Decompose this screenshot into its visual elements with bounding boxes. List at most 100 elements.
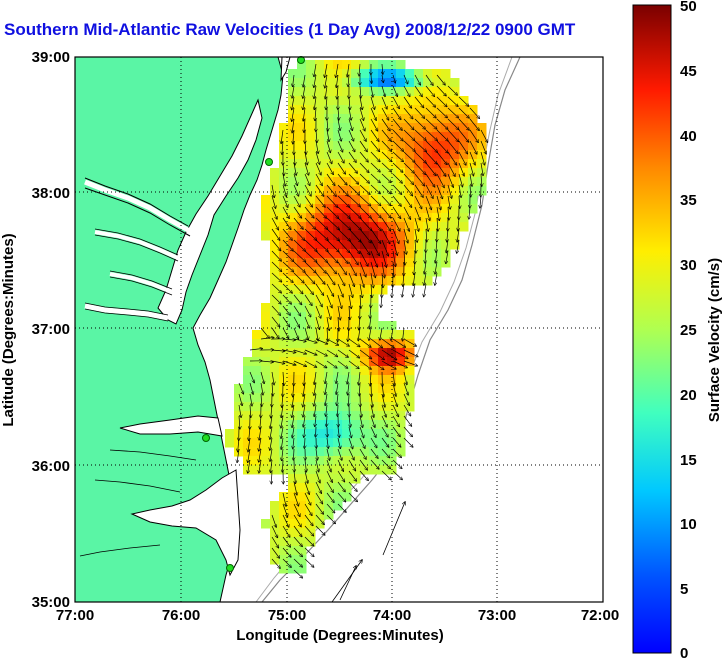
velocity-arrow	[425, 162, 436, 176]
velocity-cell	[279, 402, 289, 412]
velocity-cell	[450, 186, 460, 196]
velocity-cell	[297, 150, 307, 160]
velocity-cell	[315, 312, 325, 322]
velocity-cell	[468, 195, 478, 205]
y-tick-label: 37:00	[32, 321, 70, 338]
velocity-cell	[351, 357, 361, 367]
velocity-arrow	[436, 195, 441, 210]
velocity-cell	[288, 474, 298, 484]
velocity-cell	[270, 384, 280, 394]
velocity-arrow	[315, 360, 327, 368]
velocity-cell	[333, 285, 343, 295]
velocity-arrow	[337, 283, 343, 297]
velocity-cell	[459, 186, 469, 196]
velocity-cell	[405, 69, 415, 79]
velocity-arrow	[392, 118, 402, 130]
velocity-cell	[387, 159, 397, 169]
velocity-cell	[342, 492, 352, 502]
velocity-cell	[342, 339, 352, 349]
velocity-arrow	[348, 107, 351, 120]
velocity-arrow	[293, 558, 302, 567]
velocity-arrow	[271, 217, 278, 230]
velocity-cell	[387, 87, 397, 97]
velocity-cell	[234, 393, 244, 403]
velocity-cell	[324, 474, 334, 484]
velocity-cell	[306, 429, 316, 439]
velocity-cell	[270, 186, 280, 196]
velocity-cell	[306, 87, 316, 97]
velocity-cell	[333, 204, 343, 214]
velocity-arrow	[403, 382, 408, 395]
velocity-cell	[360, 87, 370, 97]
velocity-arrow	[393, 371, 395, 386]
velocity-arrow	[425, 140, 437, 152]
velocity-cell	[306, 141, 316, 151]
velocity-arrow	[325, 85, 328, 99]
velocity-cell	[297, 177, 307, 187]
velocity-arrow	[458, 129, 469, 142]
velocity-cell	[306, 276, 316, 286]
velocity-arrow	[424, 272, 427, 285]
velocity-arrow	[403, 360, 417, 366]
velocity-cell	[288, 150, 298, 160]
velocity-arrow	[281, 404, 284, 418]
velocity-arrow	[392, 437, 401, 447]
velocity-cell	[324, 393, 334, 403]
velocity-cell	[378, 285, 388, 295]
velocity-arrow	[304, 525, 314, 536]
velocity-arrow	[271, 547, 279, 558]
velocity-cell	[396, 447, 406, 457]
velocity-arrow	[337, 349, 348, 357]
velocity-cell	[351, 141, 361, 151]
velocity-arrow	[403, 151, 415, 162]
velocity-arrow	[315, 415, 316, 427]
velocity-arrow	[238, 393, 242, 406]
velocity-cell	[315, 321, 325, 331]
velocity-arrow	[315, 492, 323, 504]
velocity-arrow	[404, 250, 405, 265]
velocity-arrow	[469, 173, 472, 186]
velocity-arrow	[281, 415, 284, 428]
velocity-cell	[396, 249, 406, 259]
velocity-cell	[297, 321, 307, 331]
velocity-arrow	[447, 173, 453, 187]
velocity-arrow	[381, 107, 389, 120]
velocity-cell	[306, 96, 316, 106]
velocity-arrow	[392, 349, 408, 359]
velocity-cell	[369, 339, 379, 349]
velocity-cell	[261, 231, 271, 241]
velocity-cell	[288, 249, 298, 259]
velocity-cell	[441, 240, 451, 250]
velocity-arrow	[271, 272, 282, 282]
velocity-arrow	[425, 107, 436, 118]
velocity-cell	[333, 501, 343, 511]
velocity-cell	[405, 267, 415, 277]
velocity-cell	[396, 411, 406, 421]
velocity-cell	[441, 249, 451, 259]
velocity-arrow	[469, 140, 477, 154]
velocity-cell	[297, 231, 307, 241]
velocity-cell	[297, 60, 307, 70]
velocity-cell	[297, 510, 307, 520]
velocity-cell	[351, 456, 361, 466]
velocity-cell	[351, 204, 361, 214]
velocity-arrow	[336, 74, 338, 87]
velocity-cell	[252, 384, 262, 394]
velocity-arrow	[271, 470, 272, 484]
velocity-arrow	[381, 437, 389, 447]
velocity-arrow	[314, 96, 316, 110]
velocity-cell	[324, 402, 334, 412]
velocity-cell	[252, 330, 262, 340]
velocity-cell	[306, 321, 316, 331]
velocity-cell	[387, 276, 397, 286]
velocity-cell	[315, 249, 325, 259]
velocity-cell	[441, 150, 451, 160]
velocity-cell	[360, 339, 370, 349]
velocity-arrow	[348, 459, 356, 471]
velocity-cell	[423, 276, 433, 286]
velocity-arrow	[337, 481, 345, 492]
velocity-cell	[261, 384, 271, 394]
velocity-cell	[432, 195, 442, 205]
velocity-arrow	[359, 96, 362, 109]
velocity-cell	[270, 213, 280, 223]
